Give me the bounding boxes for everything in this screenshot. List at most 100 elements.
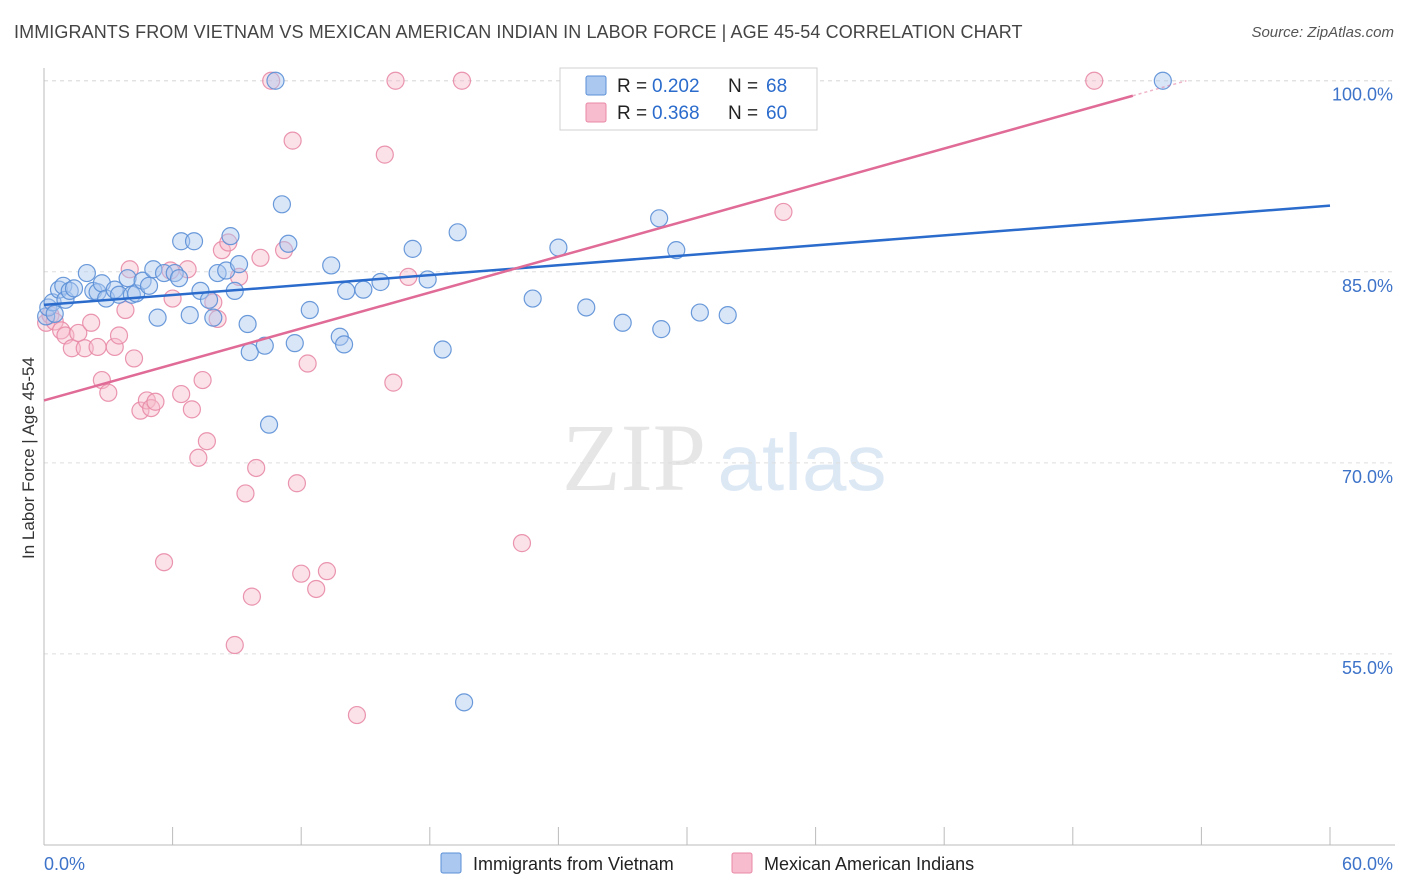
trend-line-vietnam [43,204,1331,307]
vietnam-point-21 [144,260,163,279]
mexican-american-indian-point-51 [386,71,405,90]
trend-line-mexican-american-indians [43,94,1134,402]
series-mexican-american-indians-points [37,71,1104,725]
stats-r-value-2: 0.368 [652,103,700,124]
mexican-american-indian-point-37 [242,587,262,606]
mexican-american-indian-point-20 [146,392,165,411]
stats-n-label-2: N = [728,103,758,124]
vietnam-point-61 [613,313,632,332]
vietnam-point-34 [221,227,240,246]
vietnam-point-28 [184,232,204,251]
y-tick-labels: 55.0% 70.0% 85.0% 100.0% [1332,85,1393,678]
mexican-american-indian-point-47 [317,562,337,581]
legend-label-vietnam: Immigrants from Vietnam [473,854,674,874]
vietnam-point-60 [577,298,596,317]
x-ticks [43,827,1331,845]
vietnam-point-49 [337,281,356,301]
watermark-atlas: atlas [718,418,887,507]
y-tick-label-55: 55.0% [1342,658,1393,678]
stats-n-label-1: N = [728,76,758,97]
watermark: ZIP atlas [562,404,886,511]
vietnam-point-8 [64,279,84,298]
vietnam-point-67 [1153,71,1172,90]
mexican-american-indian-point-21 [154,553,174,572]
x-tick-label-min: 0.0% [44,854,85,874]
vietnam-point-50 [354,280,373,299]
mexican-american-indian-point-16 [124,349,144,368]
mexican-american-indian-point-13 [109,326,129,345]
stats-r-label-1: R = [617,76,647,97]
vietnam-point-3 [45,304,64,323]
mexican-american-indian-point-32 [212,241,231,260]
gridlines [44,80,1395,655]
mexican-american-indian-point-53 [452,71,472,90]
vietnam-point-44 [285,334,304,353]
vietnam-point-57 [523,289,542,308]
mexican-american-indian-point-49 [375,145,394,164]
mexican-american-indian-point-38 [247,458,266,478]
mexican-american-indian-point-48 [347,705,367,725]
vietnam-point-22 [148,308,167,327]
mexican-american-indian-point-26 [182,400,201,419]
mexican-american-indian-point-42 [283,131,302,150]
mexican-american-indian-point-9 [88,337,107,357]
series-legend: Immigrants from Vietnam Mexican American… [440,852,974,874]
mexican-american-indian-point-44 [292,564,311,583]
vietnam-point-42 [272,195,292,214]
chart-title: IMMIGRANTS FROM VIETNAM VS MEXICAN AMERI… [14,22,1023,42]
mexican-american-indian-point-8 [82,313,101,332]
mexican-american-indian-point-54 [512,534,532,553]
mexican-american-indian-point-24 [172,384,191,404]
y-axis-label: In Labor Force | Age 45-54 [19,357,38,559]
mexican-american-indian-point-29 [197,432,216,451]
stats-legend-swatch-pink [585,102,607,123]
series-immigrants-from-vietnam-points [37,71,1172,712]
legend-swatch-mexican-american-indians [731,852,753,874]
stats-n-value-2: 60 [766,103,787,124]
vietnam-point-51 [371,272,390,292]
vietnam-point-64 [667,241,686,260]
mexican-american-indian-point-17 [131,401,150,420]
watermark-zip: ZIP [562,404,706,511]
mexican-american-indian-point-7 [75,339,94,358]
vietnam-point-27 [180,306,199,325]
mexican-american-indian-point-36 [236,484,255,503]
mexican-american-indian-point-45 [298,354,317,373]
vietnam-point-52 [403,239,422,258]
vietnam-point-39 [255,336,274,355]
vietnam-point-63 [652,320,671,339]
mexican-american-indian-point-40 [262,71,281,90]
vietnam-point-56 [454,693,474,712]
vietnam-point-40 [259,415,279,434]
vietnam-point-65 [690,303,709,322]
vietnam-point-26 [172,232,191,251]
mexican-american-indian-point-5 [62,339,81,358]
mexican-american-indian-point-39 [251,248,270,267]
vietnam-point-53 [418,270,437,289]
vietnam-point-37 [238,314,257,334]
y-tick-label-70: 70.0% [1342,467,1393,487]
mexican-american-indian-point-58 [774,202,793,222]
mexican-american-indian-point-14 [116,300,135,320]
mexican-american-indian-point-11 [99,383,118,402]
vietnam-point-62 [650,209,669,228]
stats-r-label-2: R = [617,103,647,124]
stats-r-value-1: 0.202 [652,76,700,97]
stats-legend-swatch-blue [585,75,607,96]
mexican-american-indian-point-6 [69,323,88,343]
mexican-american-indian-point-28 [193,370,212,390]
y-tick-label-100: 100.0% [1332,85,1393,105]
vietnam-point-36 [229,255,249,274]
vietnam-point-41 [266,71,285,90]
chart-source: Source: ZipAtlas.com [1251,24,1394,41]
vietnam-point-25 [169,269,189,288]
vietnam-point-9 [77,263,96,283]
vietnam-point-54 [433,340,452,359]
vietnam-point-20 [139,276,159,295]
trend-lines [43,80,1331,402]
vietnam-point-45 [300,300,319,320]
vietnam-point-43 [279,234,298,253]
vietnam-point-31 [204,308,223,327]
mexican-american-indian-point-12 [105,337,124,357]
mexican-american-indian-point-59 [1085,71,1104,90]
